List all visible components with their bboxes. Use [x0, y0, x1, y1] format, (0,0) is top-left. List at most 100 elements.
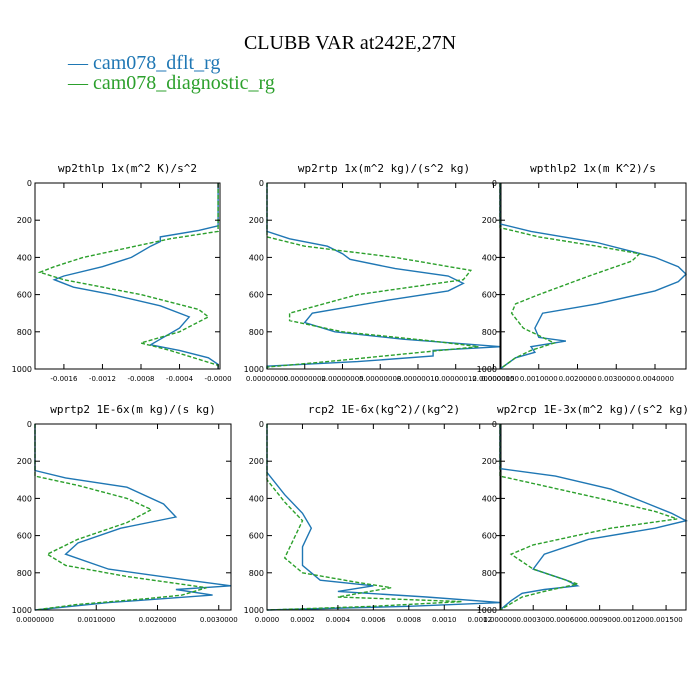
x-tick-label: 0.00000002: [284, 375, 326, 383]
x-tick-label: 0.00000012: [435, 375, 477, 383]
series-line-diagnostic: [37, 183, 219, 369]
series-line-diagnostic: [34, 424, 207, 611]
subplot-title: wp2rcp 1E-3x(m^2 kg)/(s^2 kg): [497, 403, 689, 416]
series-line-diagnostic: [266, 424, 463, 611]
subplot-title: rcp2 1E-6x(kg^2)/(kg^2): [308, 403, 460, 416]
plot-frame: [34, 423, 232, 611]
y-tick-label: 400: [249, 494, 264, 503]
series-line-dflt: [52, 183, 219, 369]
plot-frame: [499, 423, 687, 611]
y-tick-label: 200: [249, 457, 264, 466]
x-tick-label: 0.00000015: [472, 375, 514, 383]
x-tick-label: 0.0020000: [139, 616, 177, 624]
y-tick-label: 600: [17, 291, 32, 300]
y-tick-label: 1000: [244, 365, 264, 374]
y-tick-label: 200: [17, 457, 32, 466]
plot-frame: [499, 182, 687, 370]
series-line-diagnostic: [266, 183, 479, 369]
y-tick-label: 600: [17, 532, 32, 541]
y-tick-label: 400: [482, 494, 497, 503]
x-tick-label: 0.0004: [326, 616, 351, 624]
y-tick-label: 800: [17, 328, 32, 337]
x-tick-label: 0.00000008: [359, 375, 401, 383]
x-tick-label: 0.0012: [467, 616, 492, 624]
x-tick-label: 0.0000000: [481, 375, 519, 383]
subplot-5: rcp2 1E-6x(kg^2)/(kg^2) 0 200 400 600 800 1000…: [244, 403, 502, 624]
legend-label: cam078_diagnostic_rg: [93, 72, 275, 94]
x-tick-label: 0.00000010: [397, 375, 439, 383]
y-tick-label: 200: [482, 457, 497, 466]
y-tick-label: 0: [259, 420, 264, 429]
x-tick-label: 0.0000000: [16, 616, 54, 624]
y-tick-label: 600: [249, 532, 264, 541]
y-tick-label: 600: [249, 291, 264, 300]
subplot-title: wp2rtp 1x(m^2 kg)/(s^2 kg): [298, 162, 470, 175]
series-line-diagnostic: [499, 183, 641, 370]
x-tick-label: -0.0016: [50, 375, 78, 383]
subplot-2: wp2rtp 1x(m^2 kg)/(s^2 kg) 0 200 400 600 800 1…: [244, 162, 515, 383]
subplot-4: wprtp2 1E-6x(m kg)/(s kg) 0 200 400 600 800 10…: [12, 403, 238, 624]
x-tick-label: 0.001200: [616, 616, 649, 624]
x-tick-label: 0.0030000: [597, 375, 635, 383]
x-tick-label: 0.0020000: [559, 375, 597, 383]
y-tick-label: 0: [259, 179, 264, 188]
subplot-1: wp2thlp 1x(m^2 K)/s^2 0 200 400 600 800 1000 -0…: [12, 162, 232, 383]
x-tick-label: -0.0000: [205, 375, 232, 383]
x-tick-label: 0.0010000: [77, 616, 115, 624]
y-tick-label: 800: [482, 328, 497, 337]
y-tick-label: 800: [249, 569, 264, 578]
x-tick-label: 0.0002: [290, 616, 315, 624]
series-line-diagnostic: [499, 424, 678, 611]
y-tick-label: 800: [482, 569, 497, 578]
legend-label: cam078_dflt_rg: [93, 52, 221, 74]
x-tick-label: 0.0010: [432, 616, 457, 624]
y-tick-label: 600: [482, 291, 497, 300]
x-tick-label: 0.0006: [361, 616, 386, 624]
y-tick-label: 0: [492, 420, 497, 429]
series-line-dflt: [266, 183, 502, 369]
x-tick-label: -0.0012: [89, 375, 116, 383]
subplot-6: wp2rcp 1E-3x(m^2 kg)/(s^2 kg)0 200 400 600 8…: [477, 403, 689, 624]
plot-frame: [266, 182, 502, 370]
subplot-title: wp2thlp 1x(m^2 K)/s^2: [58, 162, 197, 175]
subplot-title: wprtp2 1E-6x(m kg)/(s kg): [50, 403, 216, 416]
plot-frame: [266, 423, 502, 611]
y-tick-label: 800: [249, 328, 264, 337]
x-tick-label: -0.0004: [166, 375, 194, 383]
series-line-dflt: [34, 424, 232, 611]
subplot-3: wpthlp2 1x(m K^2)/s020040060080010000.00…: [477, 162, 688, 383]
x-tick-label: 0.0000: [255, 616, 280, 624]
legend-item-diagnostic: — cam078_diagnostic_rg: [68, 72, 275, 95]
x-tick-label: 0.000900: [583, 616, 616, 624]
series-line-dflt: [266, 424, 502, 611]
x-tick-label: 0.0040000: [636, 375, 674, 383]
x-tick-label: -0.0008: [127, 375, 154, 383]
y-tick-label: 400: [17, 253, 32, 262]
y-tick-label: 400: [249, 253, 264, 262]
x-tick-label: 0.000600: [550, 616, 583, 624]
y-tick-label: 200: [482, 216, 497, 225]
y-tick-label: 200: [17, 216, 32, 225]
x-tick-label: 0.0030000: [200, 616, 238, 624]
y-tick-label: 1000: [12, 606, 32, 615]
x-tick-label: 0.000300: [517, 616, 550, 624]
y-tick-label: 400: [482, 253, 497, 262]
x-tick-label: 0.00000000: [246, 375, 288, 383]
y-tick-label: 800: [17, 569, 32, 578]
y-tick-label: 1000: [477, 365, 497, 374]
y-tick-label: 600: [482, 532, 497, 541]
y-tick-label: 1000: [12, 365, 32, 374]
y-tick-label: 200: [249, 216, 264, 225]
chart-title: CLUBB VAR at242E,27N: [243, 32, 457, 54]
legend-item-dflt: — cam078_dflt_rg: [68, 52, 220, 75]
x-tick-label: 0.001500: [649, 616, 682, 624]
x-tick-label: 0.0008: [397, 616, 422, 624]
x-tick-label: 0.000000: [483, 616, 516, 624]
x-tick-label: 0.00000005: [321, 375, 363, 383]
subplot-title: wpthlp2 1x(m K^2)/s: [530, 162, 656, 175]
plot-frame: [34, 182, 221, 370]
y-tick-label: 400: [17, 494, 32, 503]
y-tick-label: 0: [27, 179, 32, 188]
y-tick-label: 1000: [477, 606, 497, 615]
